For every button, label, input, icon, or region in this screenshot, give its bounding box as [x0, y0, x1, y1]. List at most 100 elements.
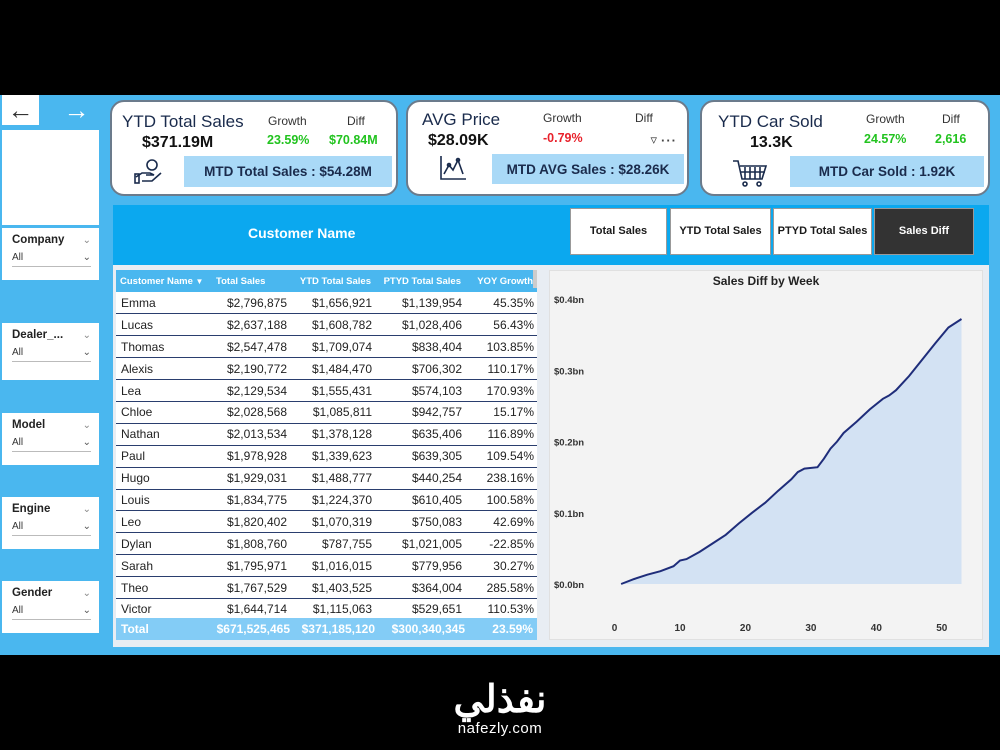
customer-name-cell: Emma — [116, 292, 212, 315]
value-cell: $779,956 — [375, 554, 465, 578]
table-row[interactable]: Emma $2,796,875 $1,656,921 $1,139,954 45.35% — [116, 292, 537, 315]
diff-value: 2,616 — [935, 132, 967, 146]
value-cell: $1,555,431 — [290, 379, 375, 402]
column-header[interactable]: Total Sales — [212, 270, 290, 292]
forward-arrow-icon[interactable]: → — [63, 94, 90, 125]
growth-label: Growth — [268, 114, 307, 128]
table-row[interactable]: Thomas $2,547,478 $1,709,074 $838,404 103.85… — [116, 335, 537, 359]
table-row[interactable]: Sarah $1,795,971 $1,016,015 $779,956 30.27% — [116, 554, 537, 578]
customer-name-cell: Lea — [116, 379, 212, 402]
value-cell: 238.16% — [465, 467, 537, 490]
value-cell: $635,406 — [375, 423, 465, 446]
slicer-value: All — [12, 521, 24, 532]
diff-label: Diff — [347, 114, 365, 128]
content-area: Customer Name ▼ Total Sales YTD Total Sa… — [113, 265, 989, 647]
sales-diff-chart[interactable]: Sales Diff by Week $0.0bn $0.1bn $0.2bn $0.… — [549, 270, 983, 640]
value-cell: $1,378,128 — [290, 423, 375, 446]
chevron-down-icon[interactable]: ⌄ — [82, 347, 91, 358]
table-row[interactable]: Paul $1,978,928 $1,339,623 $639,305 109.54% — [116, 445, 537, 468]
value-cell: $838,404 — [375, 335, 465, 359]
table-row[interactable]: Leo $1,820,402 $1,070,319 $750,083 42.69% — [116, 510, 537, 534]
value-cell: $1,978,928 — [212, 445, 290, 468]
kpi-card-sales[interactable]: YTD Total Sales $371.19M Growth Diff 23.… — [110, 100, 398, 196]
table-row[interactable]: Nathan $2,013,534 $1,378,128 $635,406 116.89… — [116, 423, 537, 446]
scrollbar[interactable] — [533, 270, 537, 288]
cart-icon — [732, 158, 768, 193]
kpi-value: $28.09K — [428, 132, 489, 149]
customer-table[interactable]: Customer Name ▼ Total Sales YTD Total Sa… — [116, 270, 537, 640]
slicer-gender[interactable]: Gender ⌄ All ⌄ — [2, 581, 99, 633]
kpi-card-cars[interactable]: YTD Car Sold 13.3K Growth Diff 24.57% 2,… — [700, 100, 990, 196]
value-cell: $1,403,525 — [290, 576, 375, 599]
chevron-down-icon[interactable]: ⌄ — [82, 252, 91, 263]
chevron-down-icon[interactable]: ⌄ — [82, 503, 91, 515]
table-row[interactable]: Alexis $2,190,772 $1,484,470 $706,302 110.17… — [116, 357, 537, 381]
column-header[interactable]: PTYD Total Sales — [375, 270, 465, 292]
toggle-sales-diff[interactable]: Sales Diff — [874, 208, 974, 255]
chevron-down-icon[interactable]: ⌄ — [82, 587, 91, 599]
value-cell: 100.58% — [465, 489, 537, 512]
chart-icon — [438, 154, 468, 187]
column-header[interactable]: Customer Name ▼ — [116, 270, 212, 292]
sort-desc-icon[interactable]: ▼ — [195, 276, 204, 286]
slicer-dropdown[interactable]: All ⌄ — [12, 437, 91, 452]
growth-value: 24.57% — [864, 132, 907, 146]
toggle-ytd-total-sales[interactable]: YTD Total Sales — [670, 208, 771, 255]
toggle-total-sales[interactable]: Total Sales — [570, 208, 667, 255]
chevron-down-icon[interactable]: ⌄ — [82, 521, 91, 532]
chevron-down-icon[interactable]: ⌄ — [82, 605, 91, 616]
mtd-value: MTD Car Sold : 1.92K — [790, 156, 984, 187]
table-row[interactable]: Dylan $1,808,760 $787,755 $1,021,005 -22.85% — [116, 532, 537, 556]
back-arrow-icon[interactable]: ← — [2, 95, 39, 125]
customer-name-cell: Theo — [116, 576, 212, 599]
slicer-value: All — [12, 252, 24, 263]
growth-label: Growth — [866, 112, 905, 126]
slicer-dropdown[interactable]: All ⌄ — [12, 252, 91, 267]
column-header[interactable]: YTD Total Sales — [290, 270, 375, 292]
customer-name-cell: Thomas — [116, 335, 212, 359]
y-tick-label: $0.1bn — [554, 509, 584, 520]
table-row[interactable]: Lea $2,129,534 $1,555,431 $574,103 170.93% — [116, 379, 537, 402]
value-cell: 170.93% — [465, 379, 537, 402]
chevron-down-icon[interactable]: ⌄ — [82, 419, 91, 431]
slicer-dropdown[interactable]: All ⌄ — [12, 605, 91, 620]
logo-arabic-text: نفذلي — [453, 679, 547, 721]
value-cell: $706,302 — [375, 357, 465, 381]
y-tick-label: $0.3bn — [554, 366, 584, 377]
table-total-row: Total $671,525,465 $371,185,120 $300,340… — [116, 618, 537, 640]
diff-label: Diff — [635, 111, 653, 125]
customer-name-cell: Louis — [116, 489, 212, 512]
toggle-ptyd-total-sales[interactable]: PTYD Total Sales — [773, 208, 872, 255]
total-cell: $300,340,345 — [391, 622, 465, 636]
value-cell: 110.17% — [465, 357, 537, 381]
total-cell: 23.59% — [492, 622, 533, 636]
watermark-logo: نفذلي nafezly.com — [0, 680, 1000, 737]
slicer-dropdown[interactable]: All ⌄ — [12, 347, 91, 362]
value-cell: $1,139,954 — [375, 292, 465, 315]
filter-icon[interactable]: ▿ — [650, 132, 657, 147]
money-hand-icon — [134, 157, 164, 190]
value-cell: $1,644,714 — [212, 598, 290, 621]
table-row[interactable]: Hugo $1,929,031 $1,488,777 $440,254 238.16% — [116, 467, 537, 490]
slicer-model[interactable]: Model ⌄ All ⌄ — [2, 413, 99, 465]
kpi-card-price[interactable]: AVG Price $28.09K Growth Diff -0.79% ▿ ·… — [406, 100, 689, 196]
table-row[interactable]: Louis $1,834,775 $1,224,370 $610,405 100.58% — [116, 489, 537, 512]
value-cell: $1,795,971 — [212, 554, 290, 578]
table-row[interactable]: Lucas $2,637,188 $1,608,782 $1,028,406 56.43… — [116, 313, 537, 337]
diff-value: $70.84M — [329, 133, 378, 147]
table-header-row: Customer Name ▼ Total Sales YTD Total Sa… — [116, 270, 537, 292]
slicer-dropdown[interactable]: All ⌄ — [12, 521, 91, 536]
total-label: Total — [121, 622, 149, 636]
slicer-company[interactable]: Company ⌄ All ⌄ — [2, 228, 99, 280]
column-header[interactable]: YOY Growth — [465, 270, 537, 292]
chevron-down-icon[interactable]: ⌄ — [82, 329, 91, 341]
customer-name-cell: Nathan — [116, 423, 212, 446]
slicer-dealer[interactable]: Dealer_... ⌄ All ⌄ — [2, 323, 99, 380]
slicer-label: Company — [12, 234, 65, 246]
chevron-down-icon[interactable]: ⌄ — [82, 234, 91, 246]
table-row[interactable]: Theo $1,767,529 $1,403,525 $364,004 285.58% — [116, 576, 537, 599]
slicer-engine[interactable]: Engine ⌄ All ⌄ — [2, 497, 99, 549]
table-row[interactable]: Chloe $2,028,568 $1,085,811 $942,757 15.17% — [116, 401, 537, 424]
more-options-icon[interactable]: ··· — [661, 132, 677, 148]
chevron-down-icon[interactable]: ⌄ — [82, 437, 91, 448]
